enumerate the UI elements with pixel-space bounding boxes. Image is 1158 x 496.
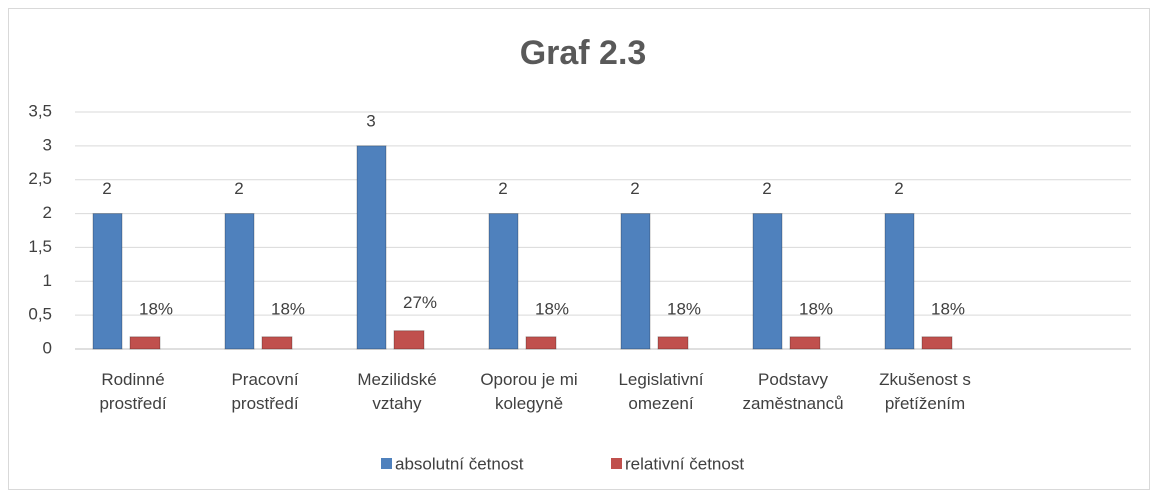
bar [620,213,651,350]
data-label: 18% [667,299,701,318]
bar [884,213,915,350]
data-label: 2 [102,179,111,198]
bar [525,336,557,350]
y-tick-label: 1 [43,271,52,290]
y-tick-label: 0,5 [28,305,52,324]
data-label: 2 [762,179,771,198]
legend-swatch [381,458,392,469]
bar [356,145,387,350]
x-tick-label: Legislativní omezení [618,370,704,413]
bar [261,336,293,350]
bar [92,213,123,350]
bar [393,330,425,350]
legend-swatch [611,458,622,469]
data-label: 2 [630,179,639,198]
data-label: 18% [535,299,569,318]
y-tick-label: 3 [43,135,52,154]
data-label: 2 [498,179,507,198]
bar [488,213,519,350]
y-tick-label: 3,5 [28,101,52,120]
y-tick-label: 2 [43,203,52,222]
data-label: 2 [894,179,903,198]
x-tick-label: Oporou je mi kolegyně [480,370,578,413]
y-tick-label: 0 [43,338,52,357]
x-tick-label: Mezilidské vztahy [357,370,437,413]
bar [129,336,161,350]
y-tick-label: 2,5 [28,169,52,188]
data-label: 18% [271,299,305,318]
data-label: 27% [403,293,437,312]
data-label: 18% [139,299,173,318]
legend-label: relativní četnost [625,454,744,473]
bar [789,336,821,350]
data-label: 2 [234,179,243,198]
bar [657,336,689,350]
data-label: 18% [931,299,965,318]
bar [921,336,953,350]
legend-label: absolutní četnost [395,454,524,473]
y-tick-label: 1,5 [28,237,52,256]
bar [224,213,255,350]
chart-border [8,8,1150,490]
bar [752,213,783,350]
chart-title: Graf 2.3 [520,34,647,72]
x-tick-label: Zkušenost s přetížením [879,370,971,413]
x-tick-label: Pracovní prostředí [231,370,299,413]
data-label: 18% [799,299,833,318]
data-label: 3 [366,111,375,130]
x-tick-label: Podstavy zaměstnanců [742,370,844,413]
x-tick-label: Rodinné prostředí [99,370,167,413]
